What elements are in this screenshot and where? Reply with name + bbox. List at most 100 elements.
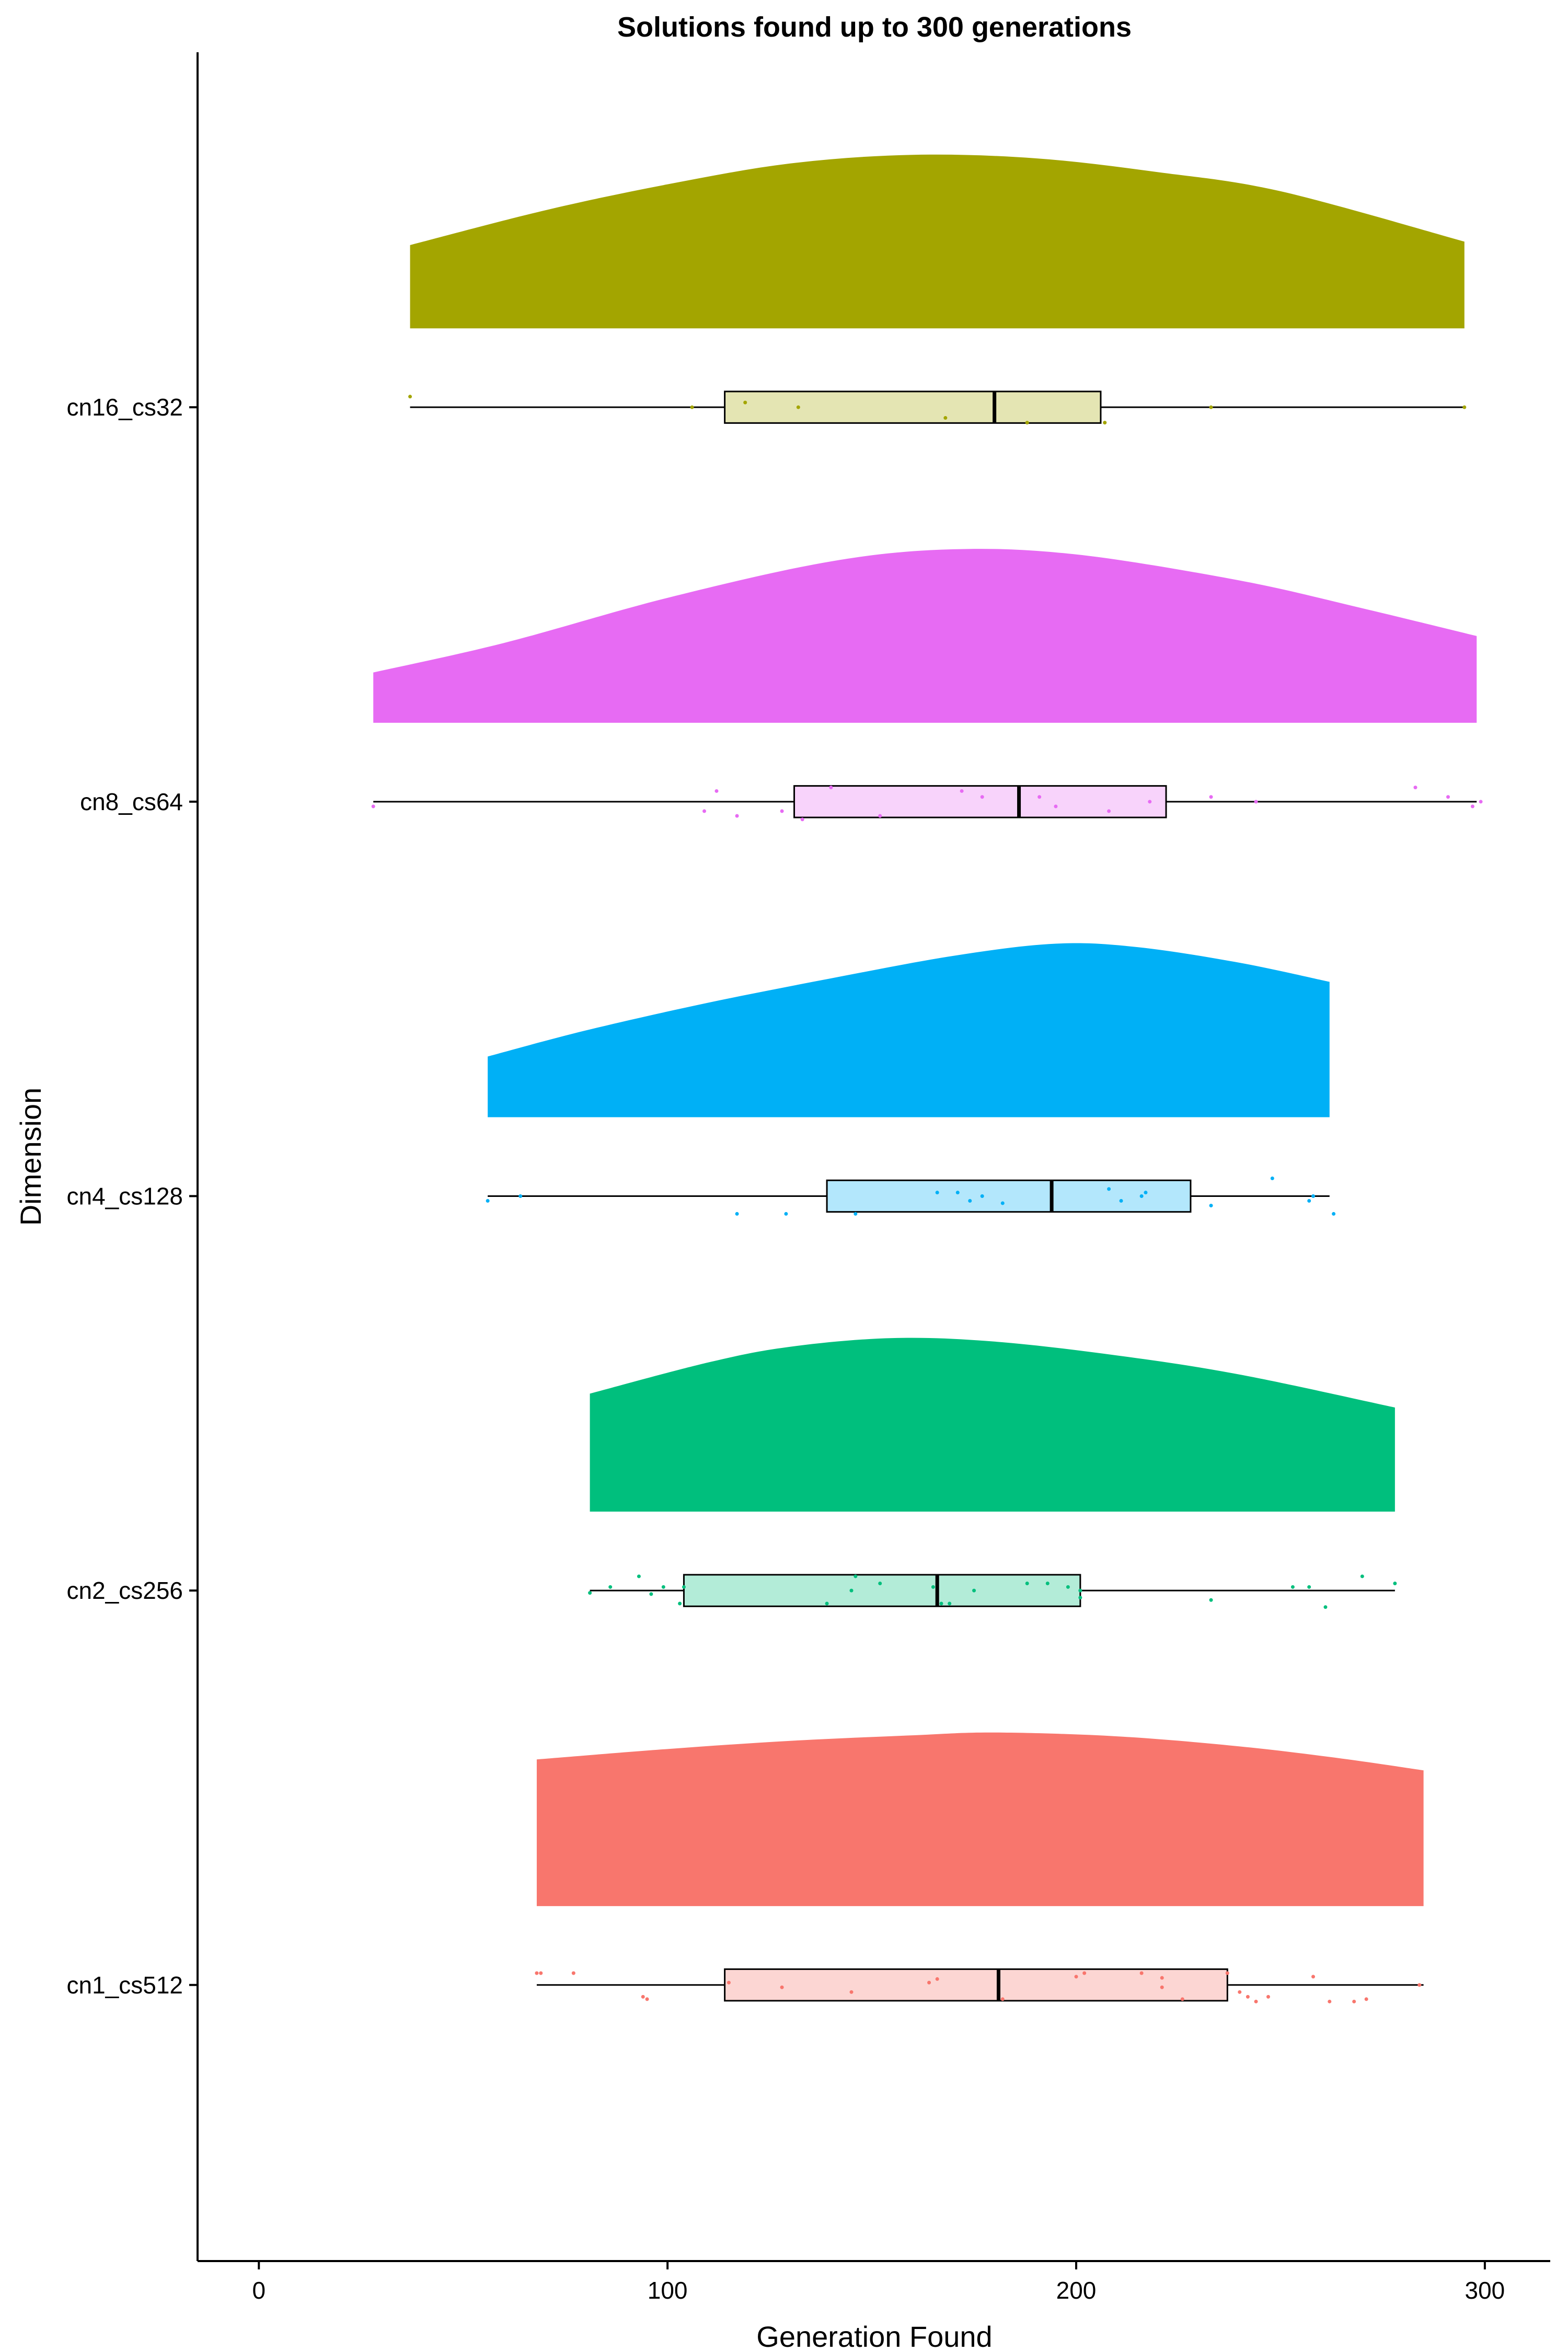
data-point-cn2_cs256 [1066, 1585, 1070, 1589]
data-point-cn4_cs128 [1107, 1187, 1111, 1191]
data-point-cn4_cs128 [854, 1212, 858, 1216]
data-point-cn16_cs32 [943, 416, 948, 420]
data-point-cn4_cs128 [784, 1212, 788, 1216]
data-point-cn2_cs256 [972, 1588, 976, 1593]
data-point-cn2_cs256 [1078, 1588, 1082, 1593]
data-point-cn2_cs256 [1307, 1585, 1311, 1589]
data-point-cn1_cs512 [1160, 1976, 1164, 1980]
data-point-cn8_cs64 [960, 789, 964, 793]
data-point-cn4_cs128 [486, 1199, 490, 1203]
data-point-cn4_cs128 [1119, 1199, 1123, 1203]
density-cloud-cn16_cs32 [410, 154, 1465, 329]
data-point-cn4_cs128 [980, 1194, 984, 1198]
data-point-cn2_cs256 [1360, 1574, 1364, 1578]
data-point-cn2_cs256 [939, 1601, 943, 1606]
data-point-cn2_cs256 [825, 1601, 829, 1606]
data-point-cn1_cs512 [1417, 1983, 1422, 1987]
data-point-cn8_cs64 [371, 804, 375, 809]
data-point-cn1_cs512 [1246, 1994, 1250, 1999]
y-tick-label-cn1_cs512: cn1_cs512 [67, 1971, 183, 1999]
data-point-cn8_cs64 [1446, 795, 1450, 799]
data-point-cn1_cs512 [539, 1971, 543, 1975]
x-tick-label-200: 200 [1056, 2277, 1097, 2304]
data-point-cn2_cs256 [1045, 1582, 1050, 1586]
data-point-cn4_cs128 [1311, 1194, 1316, 1198]
data-point-cn8_cs64 [780, 809, 784, 813]
data-point-cn8_cs64 [1037, 795, 1042, 799]
data-point-cn2_cs256 [608, 1585, 613, 1589]
data-point-cn1_cs512 [1328, 1999, 1332, 2003]
box-cn2_cs256 [683, 1574, 1081, 1607]
x-axis-title: Generation Found [756, 2320, 992, 2352]
data-point-cn1_cs512 [780, 1985, 784, 1989]
data-point-cn1_cs512 [1266, 1994, 1271, 1999]
data-point-cn8_cs64 [1054, 804, 1058, 809]
data-point-cn1_cs512 [1139, 1971, 1144, 1975]
density-clouds [373, 154, 1477, 1906]
data-point-cn8_cs64 [1107, 809, 1111, 813]
data-point-cn16_cs32 [743, 400, 747, 405]
x-tick-label-300: 300 [1465, 2277, 1505, 2304]
data-point-cn4_cs128 [1000, 1201, 1005, 1205]
box-cn4_cs128 [826, 1179, 1192, 1213]
data-point-cn16_cs32 [796, 405, 800, 409]
data-point-cn16_cs32 [1462, 405, 1467, 409]
data-point-cn1_cs512 [1225, 1971, 1229, 1975]
data-point-cn1_cs512 [727, 1980, 731, 1985]
data-point-cn8_cs64 [800, 817, 804, 822]
data-point-cn8_cs64 [980, 795, 984, 799]
data-point-cn4_cs128 [1332, 1212, 1336, 1216]
data-point-cn2_cs256 [1078, 1596, 1082, 1600]
y-tick-label-cn2_cs256: cn2_cs256 [67, 1577, 183, 1604]
data-point-cn2_cs256 [948, 1601, 952, 1606]
jitter-points [371, 395, 1483, 2003]
data-point-cn16_cs32 [1025, 421, 1029, 425]
data-point-cn4_cs128 [1139, 1194, 1144, 1198]
data-point-cn16_cs32 [1209, 405, 1213, 409]
data-point-cn8_cs64 [1470, 804, 1474, 809]
x-tick-label-0: 0 [252, 2277, 266, 2304]
data-point-cn8_cs64 [714, 789, 719, 793]
chart-title: Solutions found up to 300 generations [617, 11, 1132, 43]
data-point-cn1_cs512 [1082, 1971, 1087, 1975]
data-point-cn1_cs512 [1238, 1990, 1242, 1994]
data-point-cn1_cs512 [1180, 1997, 1184, 2001]
data-point-cn1_cs512 [1311, 1975, 1316, 1979]
x-tick-label-100: 100 [648, 2277, 688, 2304]
data-point-cn4_cs128 [518, 1194, 523, 1198]
data-point-cn1_cs512 [641, 1994, 645, 1999]
data-point-cn1_cs512 [1364, 1997, 1368, 2001]
data-point-cn8_cs64 [829, 786, 833, 790]
data-point-cn4_cs128 [1209, 1204, 1213, 1208]
y-tick-label-cn4_cs128: cn4_cs128 [67, 1182, 183, 1209]
y-axis-title: Dimension [14, 1088, 47, 1226]
data-point-cn2_cs256 [649, 1592, 653, 1596]
data-point-cn4_cs128 [735, 1212, 739, 1216]
data-point-cn2_cs256 [661, 1585, 665, 1589]
y-tick-label-cn8_cs64: cn8_cs64 [80, 788, 183, 815]
y-axis-ticks: cn1_cs512 cn2_cs256 cn4_cs128 cn8_cs64 cn16_… [67, 394, 198, 1999]
data-point-cn1_cs512 [645, 1997, 649, 2001]
data-point-cn2_cs256 [1209, 1598, 1213, 1602]
box-cn1_cs512 [724, 1968, 1228, 2002]
density-cloud-cn2_cs256 [590, 1338, 1395, 1512]
data-point-cn2_cs256 [1290, 1585, 1295, 1589]
data-point-cn2_cs256 [854, 1574, 858, 1578]
density-cloud-cn1_cs512 [536, 1732, 1424, 1906]
data-point-cn1_cs512 [1254, 1999, 1258, 2003]
data-point-cn8_cs64 [878, 814, 882, 818]
data-point-cn2_cs256 [678, 1601, 682, 1606]
data-point-cn1_cs512 [849, 1990, 854, 1994]
x-axis-ticks: 0 100 200 300 [252, 2261, 1505, 2304]
data-point-cn8_cs64 [1209, 795, 1213, 799]
data-point-cn4_cs128 [935, 1191, 939, 1195]
data-point-cn1_cs512 [1000, 1997, 1005, 2001]
data-point-cn1_cs512 [935, 1977, 939, 1981]
data-point-cn2_cs256 [1393, 1582, 1397, 1586]
box-cn16_cs32 [724, 390, 1102, 424]
data-point-cn8_cs64 [1479, 800, 1483, 804]
axes [197, 52, 1550, 2262]
data-point-cn2_cs256 [1025, 1582, 1029, 1586]
data-point-cn2_cs256 [931, 1585, 935, 1589]
